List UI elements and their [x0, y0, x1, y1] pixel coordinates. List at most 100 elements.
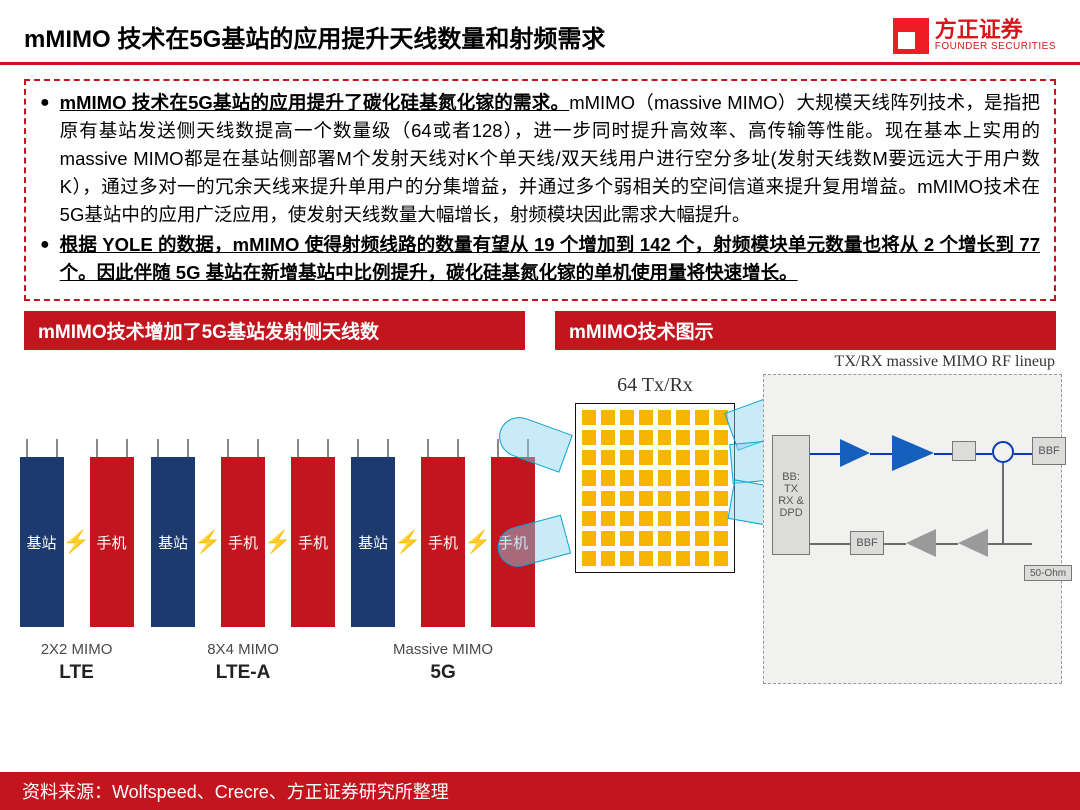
antenna-element: [676, 491, 690, 506]
antenna-element: [695, 511, 709, 526]
termination-label: 50-Ohm: [1024, 565, 1072, 581]
antenna-element: [620, 491, 634, 506]
antenna-element: [601, 450, 615, 465]
bbf-module: BBF: [850, 531, 884, 555]
antenna-element: [676, 531, 690, 546]
antenna-element: [714, 470, 728, 485]
wire-tx: [934, 453, 952, 455]
antenna-element: [601, 470, 615, 485]
signal-icon: ⚡: [469, 457, 487, 627]
bullet-icon: ●: [40, 231, 50, 287]
phone-block: 手机: [291, 457, 335, 627]
wire-rx: [884, 543, 906, 545]
antenna-element: [639, 430, 653, 445]
content-box: ● mMIMO 技术在5G基站的应用提升了碳化硅基氮化镓的需求。mMIMO（ma…: [24, 79, 1056, 301]
antenna-element: [601, 531, 615, 546]
antenna-element: [695, 450, 709, 465]
config-mimo-label: 2X2 MIMO: [41, 641, 113, 658]
brand-logo: 方正证券 FOUNDER SECURITIES: [893, 18, 1056, 54]
antenna-element: [695, 531, 709, 546]
slide-title: mMIMO 技术在5G基站的应用提升天线数量和射频需求: [24, 19, 893, 54]
config-tech-label: LTE-A: [216, 662, 271, 684]
antenna-element: [695, 410, 709, 425]
antenna-element: [658, 470, 672, 485]
antenna-element: [582, 531, 596, 546]
antenna-element: [639, 450, 653, 465]
antenna-element: [676, 511, 690, 526]
antenna-element: [582, 450, 596, 465]
baseband-block: BB: TX RX & DPD: [772, 435, 810, 555]
antenna-element: [601, 511, 615, 526]
antenna-element: [620, 450, 634, 465]
phone-block: 手机: [221, 457, 265, 627]
antenna-element: [695, 430, 709, 445]
antenna-element: [582, 551, 596, 566]
phone-block: 手机: [421, 457, 465, 627]
antenna-element: [620, 430, 634, 445]
antenna-element: [676, 551, 690, 566]
header-divider: [0, 62, 1080, 65]
rf-lineup-box: TX/RX massive MIMO RF lineup BB: TX RX &…: [763, 374, 1062, 684]
antenna-element: [620, 511, 634, 526]
wire-tx: [976, 453, 992, 455]
bullet-1-lead: mMIMO 技术在5G基站的应用提升了碳化硅基氮化镓的需求。: [60, 92, 570, 113]
antenna-element: [639, 551, 653, 566]
bbf-module: BBF: [1032, 437, 1066, 465]
antenna-element: [714, 531, 728, 546]
antenna-element: [620, 551, 634, 566]
config-lte-a: 基站 ⚡ 手机 ⚡ 手机 8X4 MIMO LTE-A: [151, 457, 335, 684]
signal-icon: ⚡: [269, 457, 287, 627]
pa-icon: [840, 439, 870, 467]
array-title: 64 Tx/Rx: [617, 374, 693, 397]
antenna-element: [658, 450, 672, 465]
signal-icon: ⚡: [199, 457, 217, 627]
antenna-element: [714, 511, 728, 526]
config-tech-label: LTE: [59, 662, 93, 684]
antenna-element: [582, 470, 596, 485]
antenna-element: [658, 491, 672, 506]
config-mimo-label: 8X4 MIMO: [207, 641, 279, 658]
antenna-element: [658, 410, 672, 425]
lna-icon: [906, 529, 936, 557]
coupler-icon: [952, 441, 976, 461]
antenna-element: [676, 430, 690, 445]
antenna-element: [658, 430, 672, 445]
logo-text-cn: 方正证券: [935, 19, 1056, 41]
config-tech-label: 5G: [430, 662, 455, 684]
antenna-element: [601, 430, 615, 445]
logo-text-en: FOUNDER SECURITIES: [935, 41, 1056, 53]
antenna-element: [658, 511, 672, 526]
antenna-element: [639, 531, 653, 546]
base-station-block: 基站: [151, 457, 195, 627]
antenna-element: [639, 410, 653, 425]
antenna-element: [676, 410, 690, 425]
antenna-element: [658, 531, 672, 546]
wire-tx: [810, 453, 840, 455]
config-5g: 基站 ⚡ 手机 ⚡ 手机 Massive MIMO 5G: [351, 457, 535, 684]
antenna-array-col: 64 Tx/Rx: [555, 374, 755, 684]
phone-block: 手机: [90, 457, 134, 627]
pa-icon: [892, 435, 934, 471]
antenna-element: [714, 450, 728, 465]
bullet-1-text: mMIMO 技术在5G基站的应用提升了碳化硅基氮化镓的需求。mMIMO（mass…: [60, 89, 1040, 229]
antenna-element: [601, 410, 615, 425]
bullet-2-full: 根据 YOLE 的数据，mMIMO 使得射频线路的数量有望从 19 个增加到 1…: [60, 234, 1040, 283]
antenna-element: [658, 551, 672, 566]
antenna-element: [582, 410, 596, 425]
wire-tx: [870, 453, 892, 455]
base-station-block: 基站: [20, 457, 64, 627]
antenna-array-64: [575, 403, 735, 573]
antenna-element: [601, 551, 615, 566]
bullet-icon: ●: [40, 89, 50, 229]
antenna-element: [695, 470, 709, 485]
antenna-element: [582, 430, 596, 445]
wire-rx: [988, 543, 1032, 545]
antenna-element: [676, 450, 690, 465]
bullet-1: ● mMIMO 技术在5G基站的应用提升了碳化硅基氮化镓的需求。mMIMO（ma…: [40, 89, 1040, 229]
logo-icon: [893, 18, 929, 54]
antenna-element: [620, 410, 634, 425]
antenna-element: [620, 470, 634, 485]
diagram-row: 基站 ⚡ 手机 2X2 MIMO LTE 基站 ⚡ 手机 ⚡ 手机 8X4 MI…: [18, 374, 1062, 684]
wire-rx: [1002, 463, 1004, 545]
antenna-element: [695, 491, 709, 506]
